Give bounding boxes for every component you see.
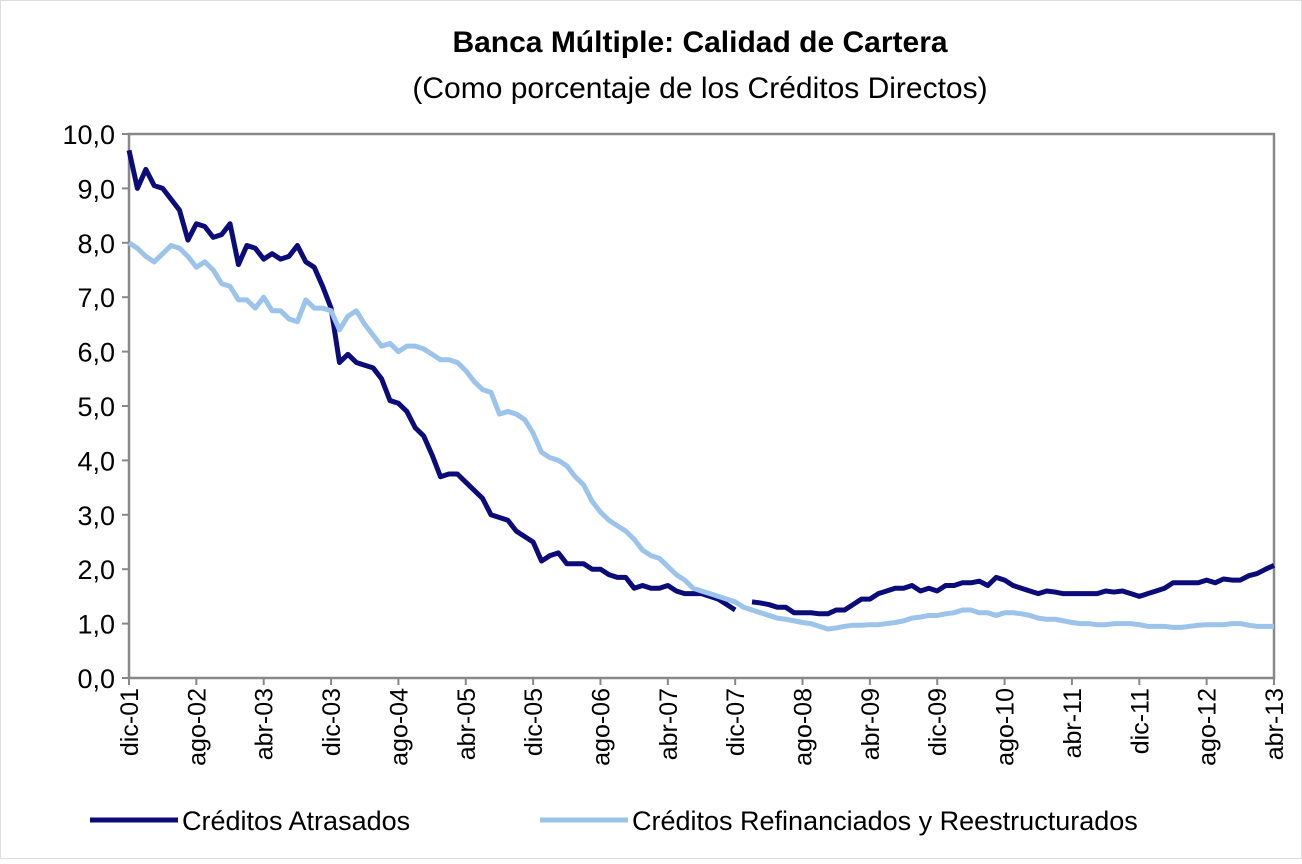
- y-tick-label: 4,0: [77, 446, 115, 476]
- x-tick-label: dic-03: [318, 688, 346, 756]
- x-tick-label: abr-03: [251, 688, 279, 760]
- y-tick-label: 5,0: [77, 392, 115, 422]
- series-line: [126, 149, 1276, 617]
- chart-title: Banca Múltiple: Calidad de Cartera: [452, 26, 947, 59]
- series-line: [127, 240, 1274, 632]
- x-tick-label: dic-01: [116, 688, 144, 756]
- y-tick-label: 1,0: [77, 610, 115, 640]
- y-tick-label: 7,0: [77, 283, 115, 313]
- x-tick-label: ago-10: [992, 688, 1020, 766]
- y-tick-label: 0,0: [77, 664, 115, 694]
- x-tick-label: abr-05: [453, 688, 481, 760]
- y-tick-label: 8,0: [77, 229, 115, 259]
- x-tick-label: abr-07: [655, 688, 683, 760]
- x-tick-label: abr-09: [857, 688, 885, 760]
- x-tick-label: dic-11: [1126, 688, 1154, 754]
- chart-subtitle: (Como porcentaje de los Créditos Directo…: [412, 72, 987, 105]
- x-tick-label: ago-12: [1194, 688, 1222, 766]
- y-tick-label: 6,0: [77, 338, 115, 368]
- legend-label: Créditos Atrasados: [182, 806, 410, 836]
- y-tick-label: 9,0: [77, 174, 115, 204]
- y-tick-label: 10,0: [62, 120, 115, 150]
- x-tick-label: abr-13: [1261, 688, 1289, 760]
- y-tick-label: 3,0: [77, 501, 115, 531]
- x-tick-label: ago-06: [587, 688, 615, 766]
- x-tick-label: abr-11: [1059, 688, 1087, 758]
- x-tick-label: ago-08: [790, 688, 818, 766]
- y-tick-label: 2,0: [77, 555, 115, 585]
- legend-label: Créditos Refinanciados y Reestructurados: [632, 806, 1138, 836]
- x-tick-label: dic-07: [722, 688, 750, 756]
- x-tick-label: dic-09: [924, 688, 952, 756]
- x-tick-label: ago-02: [183, 688, 211, 766]
- x-tick-label: ago-04: [385, 688, 413, 766]
- x-tick-label: dic-05: [520, 688, 548, 756]
